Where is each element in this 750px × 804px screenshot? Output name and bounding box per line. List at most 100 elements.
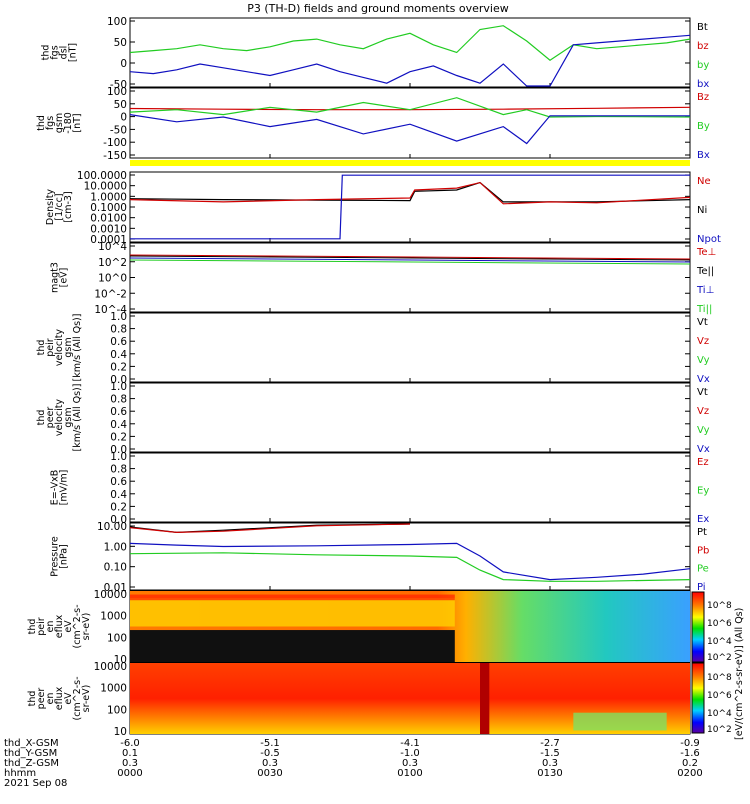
colorbar-tick: 10^8	[707, 601, 732, 611]
y-tick-label: 0.0	[110, 374, 127, 386]
temperature-trace	[129, 257, 691, 263]
colorbar-tick: 10^2	[707, 725, 732, 735]
series-line-Ni	[129, 181, 691, 203]
y-tick-label: 10000	[94, 661, 127, 673]
y-tick-label: 10^-2	[94, 288, 127, 300]
orbit-value: -1.0	[400, 748, 420, 759]
y-tick-label: -100	[103, 137, 127, 149]
spectrogram-midflux-band	[130, 598, 455, 627]
orbit-value: -0.5	[260, 748, 280, 759]
legend-entry: Ne	[697, 176, 711, 187]
legend-entry: Vt	[697, 387, 708, 398]
orbit-value: -4.1	[400, 738, 420, 749]
y-tick-label: 0.4	[110, 489, 127, 501]
y-axis-label: eflux	[54, 686, 65, 710]
orbit-row-label: thd_Y-GSM	[4, 748, 57, 759]
y-axis-label: [eV]	[59, 268, 70, 288]
y-axis-label: peir	[45, 338, 56, 357]
y-tick-label: 1000	[100, 683, 127, 695]
y-axis-label: [cm-3]	[63, 191, 74, 222]
series-line-Ne	[129, 181, 691, 205]
colorbar-lower	[691, 662, 705, 734]
legend-entry: Vz	[697, 406, 709, 417]
legend-entry: bx	[697, 79, 709, 90]
orbit-value: 0.3	[122, 758, 138, 769]
legend-entry: by	[697, 60, 709, 71]
series-line-By	[129, 97, 691, 118]
y-axis-label: Pressure	[50, 536, 61, 577]
y-axis-label: [1/cc]	[54, 193, 65, 220]
legend-entry: bz	[697, 41, 709, 52]
y-axis-label: peer	[45, 407, 56, 429]
legend-entry: Pi	[697, 582, 706, 593]
y-axis-label: thd	[36, 410, 47, 426]
y-axis-label: fgs	[45, 116, 56, 130]
y-axis-label: gsm	[54, 113, 65, 133]
y-tick-label: 0.1000	[90, 202, 127, 214]
legend-entry: Vy	[697, 355, 710, 366]
series-line-Pb	[129, 523, 411, 534]
legend-entry: Vt	[697, 317, 708, 328]
y-axis-label: thd	[36, 115, 47, 131]
legend-entry: Vz	[697, 336, 709, 347]
date-label: 2021 Sep 08	[4, 778, 67, 789]
y-tick-label: 0.0100	[90, 213, 127, 225]
orbit-value: 0.1	[122, 748, 138, 759]
y-axis-label: thd	[27, 691, 38, 707]
colorbar-tick: 10^2	[707, 653, 732, 663]
y-axis-label: (cm^2-s-	[72, 677, 83, 721]
y-tick-label: 1.0	[110, 381, 127, 393]
mode-bar	[130, 160, 690, 166]
y-axis-label: [nPa]	[59, 544, 70, 569]
y-axis-label: (cm^2-s-	[72, 605, 83, 649]
y-tick-label: 10^4	[98, 241, 127, 253]
legend-entry: Npot	[697, 234, 721, 245]
y-axis-label: [km/s (All Qs)]	[72, 384, 83, 452]
series-line-bx	[129, 34, 691, 87]
temperature-trace	[129, 255, 691, 261]
y-tick-label: 1.0000	[90, 191, 127, 203]
orbit-row-label: hhmm	[4, 768, 36, 779]
y-tick-label: 0.6	[110, 476, 127, 488]
spectrogram-boundary-band	[480, 663, 490, 734]
orbit-value: 0000	[117, 768, 142, 779]
orbit-value: 0130	[537, 768, 562, 779]
orbit-value: 0.3	[262, 758, 278, 769]
spectrogram-highflux-band	[130, 594, 455, 601]
y-tick-label: 100.0000	[77, 170, 127, 182]
y-axis-label: fgs	[50, 45, 61, 59]
y-axis-label: velocity	[54, 399, 65, 437]
legend-entry: Ti||	[696, 304, 712, 315]
y-tick-label: 0	[120, 58, 127, 70]
orbit-row-label: thd_X-GSM	[4, 738, 59, 749]
panel-frame	[129, 452, 691, 523]
legend-entry: Bz	[697, 92, 709, 103]
y-axis-label: velocity	[54, 329, 65, 367]
y-tick-label: -50	[110, 79, 127, 91]
legend-entry: Bt	[697, 22, 708, 33]
y-axis-label: eV	[63, 692, 74, 705]
spectrogram-green-patch	[573, 712, 667, 731]
legend-entry: Vy	[697, 425, 710, 436]
colorbar-tick: 10^4	[707, 637, 732, 647]
y-axis-label: [mV/m]	[59, 470, 70, 506]
y-tick-label: 0.2	[110, 361, 127, 373]
orbit-value: 0030	[257, 768, 282, 779]
legend-entry: Te⊥	[696, 247, 716, 258]
y-tick-label: 0.8	[110, 324, 127, 336]
colorbar: 10^8 10^6 10^4 10^2 10^8 10^6 10^4 10^2 …	[691, 591, 745, 740]
y-tick-label: 0.0010	[90, 223, 127, 235]
legend-entry: Ez	[697, 457, 709, 468]
temperature-trace	[129, 254, 691, 260]
y-axis-label: [nT]	[68, 43, 79, 62]
orbit-value: -2.7	[540, 738, 560, 749]
y-axis-label: sr-eV)	[81, 685, 92, 713]
legend-entry: Ni	[697, 205, 707, 216]
orbit-value: -5.1	[260, 738, 280, 749]
y-tick-label: 0.6	[110, 406, 127, 418]
legend-entry: Vx	[697, 444, 710, 455]
y-axis-label: eflux	[54, 614, 65, 638]
y-tick-label: 0.0001	[90, 234, 127, 246]
y-tick-label: 50	[114, 99, 127, 111]
legend-entry: By	[697, 121, 710, 132]
